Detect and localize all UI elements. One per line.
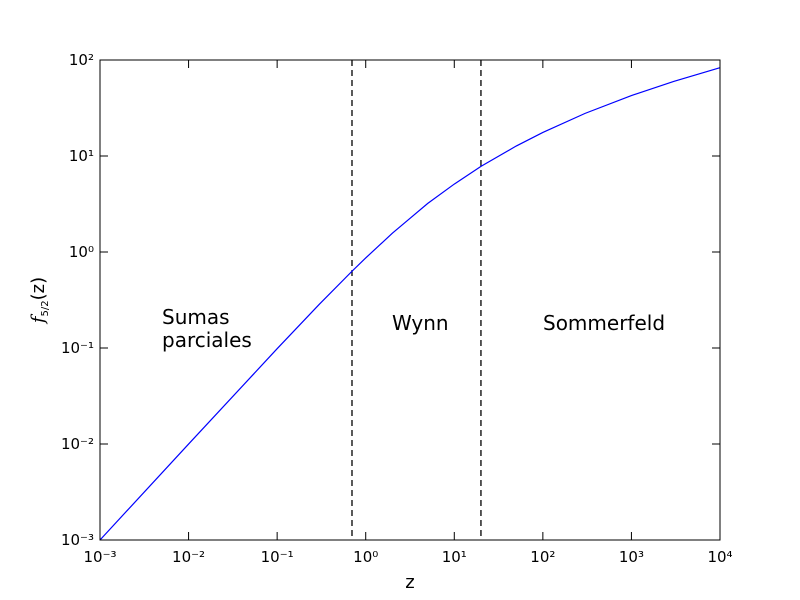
x-tick-label: 10⁻³ — [83, 548, 116, 566]
y-tick-label: 10⁻³ — [61, 531, 94, 549]
y-label-sub: 5/2 — [40, 300, 51, 316]
y-axis-label: f5/2(z) — [28, 277, 51, 325]
region-label: Sumas parciales — [162, 305, 252, 352]
x-tick-label: 10¹ — [442, 548, 467, 566]
x-tick-label: 10⁻¹ — [261, 548, 294, 566]
data-line — [99, 67, 721, 541]
x-tick-label: 10⁴ — [707, 548, 732, 566]
y-tick-label: 10⁻¹ — [61, 339, 94, 357]
region-label: Wynn — [392, 311, 449, 335]
axes-frame — [99, 59, 721, 541]
y-tick-label: 10⁻² — [61, 435, 94, 453]
x-tick-label: 10⁻² — [172, 548, 205, 566]
y-tick-label: 10⁰ — [69, 243, 94, 261]
plot-area — [100, 60, 720, 540]
y-tick-label: 10² — [69, 51, 94, 69]
y-label-arg: (z) — [28, 277, 49, 301]
region-label: Sommerfeld — [543, 311, 666, 335]
x-axis-label: z — [405, 572, 414, 593]
x-tick-label: 10² — [530, 548, 555, 566]
y-tick-label: 10¹ — [69, 147, 94, 165]
x-tick-label: 10⁰ — [353, 548, 378, 566]
x-tick-label: 10³ — [619, 548, 644, 566]
